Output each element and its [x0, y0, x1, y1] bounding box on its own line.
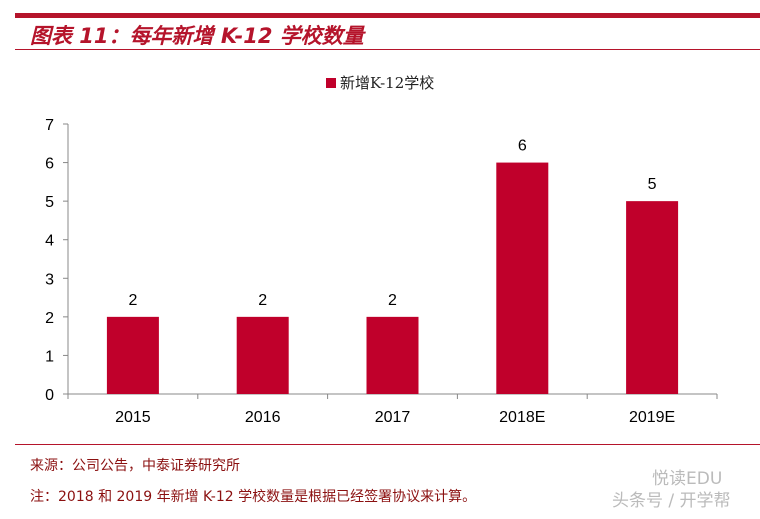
y-tick-label: 0	[45, 387, 54, 404]
x-tick-label: 2019E	[629, 409, 675, 426]
legend: 新增K-12学校	[326, 72, 434, 93]
legend-label: 新增K-12学校	[340, 74, 435, 92]
note-text: 注：2018 和 2019 年新增 K-12 学校数量是根据已经签署协议来计算。	[30, 489, 477, 505]
y-tick-label: 3	[45, 271, 54, 288]
data-label: 2	[388, 292, 397, 309]
y-tick-label: 1	[45, 348, 54, 365]
x-tick-label: 2016	[245, 409, 281, 426]
data-label: 2	[258, 292, 267, 309]
watermark-line2: 头条号 / 开学帮	[612, 491, 731, 511]
data-label: 5	[648, 176, 657, 193]
y-tick-label: 6	[45, 156, 54, 173]
x-tick-label: 2015	[115, 409, 151, 426]
data-label: 2	[128, 292, 137, 309]
legend-swatch	[326, 77, 336, 88]
source-text: 来源：公司公告，中泰证券研究所	[30, 458, 240, 474]
y-tick-label: 2	[45, 310, 54, 327]
data-label: 6	[518, 138, 527, 155]
bar-2018E	[496, 162, 549, 394]
x-tick-label: 2017	[375, 409, 411, 426]
y-tick-label: 7	[45, 117, 54, 134]
top-rule	[15, 13, 760, 18]
title-rule	[15, 49, 760, 50]
footer-rule	[15, 444, 760, 445]
chart-title: 图表 11：每年新增 K-12 学校数量	[30, 24, 364, 48]
watermark-line1: 悦读EDU	[652, 469, 723, 489]
bar-2017	[366, 316, 419, 394]
y-tick-label: 4	[45, 233, 54, 250]
y-tick-label: 5	[45, 194, 54, 211]
watermark: 悦读EDU 头条号 / 开学帮	[612, 468, 731, 512]
x-tick-label: 2018E	[499, 409, 545, 426]
bar-2019E	[626, 201, 679, 394]
bar-2016	[236, 316, 289, 394]
bar-2015	[106, 316, 159, 394]
